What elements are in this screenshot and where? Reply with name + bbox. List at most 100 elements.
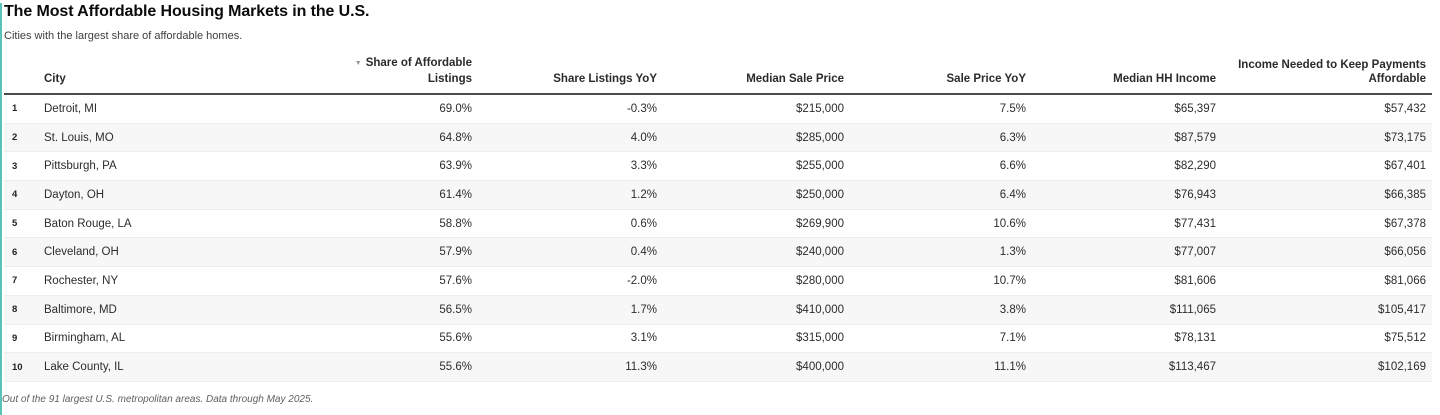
cell-income: $111,065	[1026, 295, 1216, 325]
cell-income_needed: $67,378	[1216, 209, 1432, 239]
sort-descending-icon: ▼	[354, 60, 362, 67]
cell-income_needed: $81,066	[1216, 266, 1432, 296]
table-widget: The Most Affordable Housing Markets in t…	[0, 3, 1440, 405]
column-header-share-of-affordable-listings[interactable]: ▼ Share of Affordable Listings	[312, 56, 472, 95]
cell-city: Baltimore, MD	[36, 295, 312, 325]
cell-city: Pittsburgh, PA	[36, 151, 312, 182]
column-header-share-listings-yoy[interactable]: Share Listings YoY	[472, 56, 657, 95]
column-header-income-needed[interactable]: Income Needed to Keep Payments Affordabl…	[1216, 56, 1432, 95]
cell-share: 58.8%	[312, 209, 472, 239]
cell-price: $280,000	[657, 266, 844, 296]
table-row: 4 Dayton, OH 61.4% 1.2% $250,000 6.4% $76,943 $…	[4, 180, 1432, 210]
cell-price: $269,900	[657, 209, 844, 239]
cell-share: 56.5%	[312, 295, 472, 325]
page-subtitle: Cities with the largest share of afforda…	[4, 30, 243, 42]
cell-rank: 9	[4, 324, 36, 354]
cell-rank: 3	[4, 151, 36, 182]
cell-income: $76,943	[1026, 180, 1216, 210]
cell-city: Lake County, IL	[36, 352, 312, 382]
cell-price: $240,000	[657, 237, 844, 268]
cell-share_yoy: 1.7%	[472, 295, 657, 325]
table-row: 2 St. Louis, MO 64.8% 4.0% $285,000 6.3% $87,5…	[4, 123, 1432, 153]
header-row: City ▼ Share of Affordable Listings Share…	[4, 56, 1432, 95]
cell-share_yoy: -2.0%	[472, 266, 657, 296]
cell-rank: 8	[4, 295, 36, 325]
cell-price: $400,000	[657, 352, 844, 382]
column-header-city[interactable]: City	[36, 56, 312, 95]
cell-rank: 1	[4, 94, 36, 124]
cell-share: 55.6%	[312, 352, 472, 382]
cell-income: $77,007	[1026, 237, 1216, 268]
cell-price_yoy: 10.6%	[844, 209, 1026, 239]
cell-rank: 4	[4, 180, 36, 210]
cell-price: $285,000	[657, 123, 844, 153]
cell-share_yoy: -0.3%	[472, 94, 657, 124]
cell-share_yoy: 3.3%	[472, 151, 657, 182]
cell-income: $77,431	[1026, 209, 1216, 239]
cell-income: $65,397	[1026, 94, 1216, 124]
cell-share_yoy: 1.2%	[472, 180, 657, 210]
cell-price_yoy: 3.8%	[844, 295, 1026, 325]
cell-share_yoy: 0.4%	[472, 237, 657, 268]
column-header-rank	[4, 56, 36, 95]
cell-rank: 5	[4, 209, 36, 239]
cell-income_needed: $66,385	[1216, 180, 1432, 210]
cell-price_yoy: 11.1%	[844, 352, 1026, 382]
cell-city: St. Louis, MO	[36, 123, 312, 153]
cell-city: Baton Rouge, LA	[36, 209, 312, 239]
column-header-median-sale-price[interactable]: Median Sale Price	[657, 56, 844, 95]
cell-price: $255,000	[657, 151, 844, 182]
column-header-sale-price-yoy[interactable]: Sale Price YoY	[844, 56, 1026, 95]
table-row: 5 Baton Rouge, LA 58.8% 0.6% $269,900 10.6% $7…	[4, 209, 1432, 239]
cell-city: Detroit, MI	[36, 94, 312, 124]
cell-income: $82,290	[1026, 151, 1216, 182]
cell-city: Cleveland, OH	[36, 237, 312, 268]
cell-price: $315,000	[657, 324, 844, 354]
cell-income_needed: $105,417	[1216, 295, 1432, 325]
cell-share: 64.8%	[312, 123, 472, 153]
affordable-markets-table: City ▼ Share of Affordable Listings Share…	[4, 56, 1432, 382]
accent-left-edge	[0, 3, 2, 415]
table-row: 9 Birmingham, AL 55.6% 3.1% $315,000 7.1% $78,…	[4, 324, 1432, 354]
column-header-median-hh-income[interactable]: Median HH Income	[1026, 56, 1216, 95]
cell-price_yoy: 1.3%	[844, 237, 1026, 268]
table-row: 6 Cleveland, OH 57.9% 0.4% $240,000 1.3% $77,0…	[4, 237, 1432, 268]
cell-city: Birmingham, AL	[36, 324, 312, 354]
cell-share_yoy: 0.6%	[472, 209, 657, 239]
table-row: 3 Pittsburgh, PA 63.9% 3.3% $255,000 6.6% $82,…	[4, 151, 1432, 182]
cell-city: Dayton, OH	[36, 180, 312, 210]
cell-share_yoy: 11.3%	[472, 352, 657, 382]
column-header-label: Share of Affordable Listings	[365, 57, 472, 85]
table-row: 10 Lake County, IL 55.6% 11.3% $400,000 11.1%…	[4, 352, 1432, 382]
cell-price_yoy: 6.4%	[844, 180, 1026, 210]
cell-income_needed: $57,432	[1216, 94, 1432, 124]
cell-income: $81,606	[1026, 266, 1216, 296]
cell-share_yoy: 4.0%	[472, 123, 657, 153]
cell-income_needed: $73,175	[1216, 123, 1432, 153]
footnote: Out of the 91 largest U.S. metropolitan …	[2, 393, 314, 405]
cell-income: $87,579	[1026, 123, 1216, 153]
cell-share: 61.4%	[312, 180, 472, 210]
cell-income_needed: $66,056	[1216, 237, 1432, 268]
cell-share: 57.9%	[312, 237, 472, 268]
page-title: The Most Affordable Housing Markets in t…	[4, 3, 370, 20]
cell-price_yoy: 7.1%	[844, 324, 1026, 354]
cell-rank: 6	[4, 237, 36, 268]
cell-income_needed: $75,512	[1216, 324, 1432, 354]
cell-rank: 10	[4, 352, 36, 382]
table-row: 1 Detroit, MI 69.0% -0.3% $215,000 7.5% $65,39…	[4, 94, 1432, 124]
cell-rank: 7	[4, 266, 36, 296]
cell-price_yoy: 6.6%	[844, 151, 1026, 182]
cell-rank: 2	[4, 123, 36, 153]
cell-price: $215,000	[657, 94, 844, 124]
cell-income: $113,467	[1026, 352, 1216, 382]
cell-share_yoy: 3.1%	[472, 324, 657, 354]
cell-income_needed: $67,401	[1216, 151, 1432, 182]
cell-share: 69.0%	[312, 94, 472, 124]
cell-income: $78,131	[1026, 324, 1216, 354]
table-row: 8 Baltimore, MD 56.5% 1.7% $410,000 3.8% $111,…	[4, 295, 1432, 325]
cell-city: Rochester, NY	[36, 266, 312, 296]
cell-share: 63.9%	[312, 151, 472, 182]
cell-price: $250,000	[657, 180, 844, 210]
table-row: 7 Rochester, NY 57.6% -2.0% $280,000 10.7% $81…	[4, 266, 1432, 296]
